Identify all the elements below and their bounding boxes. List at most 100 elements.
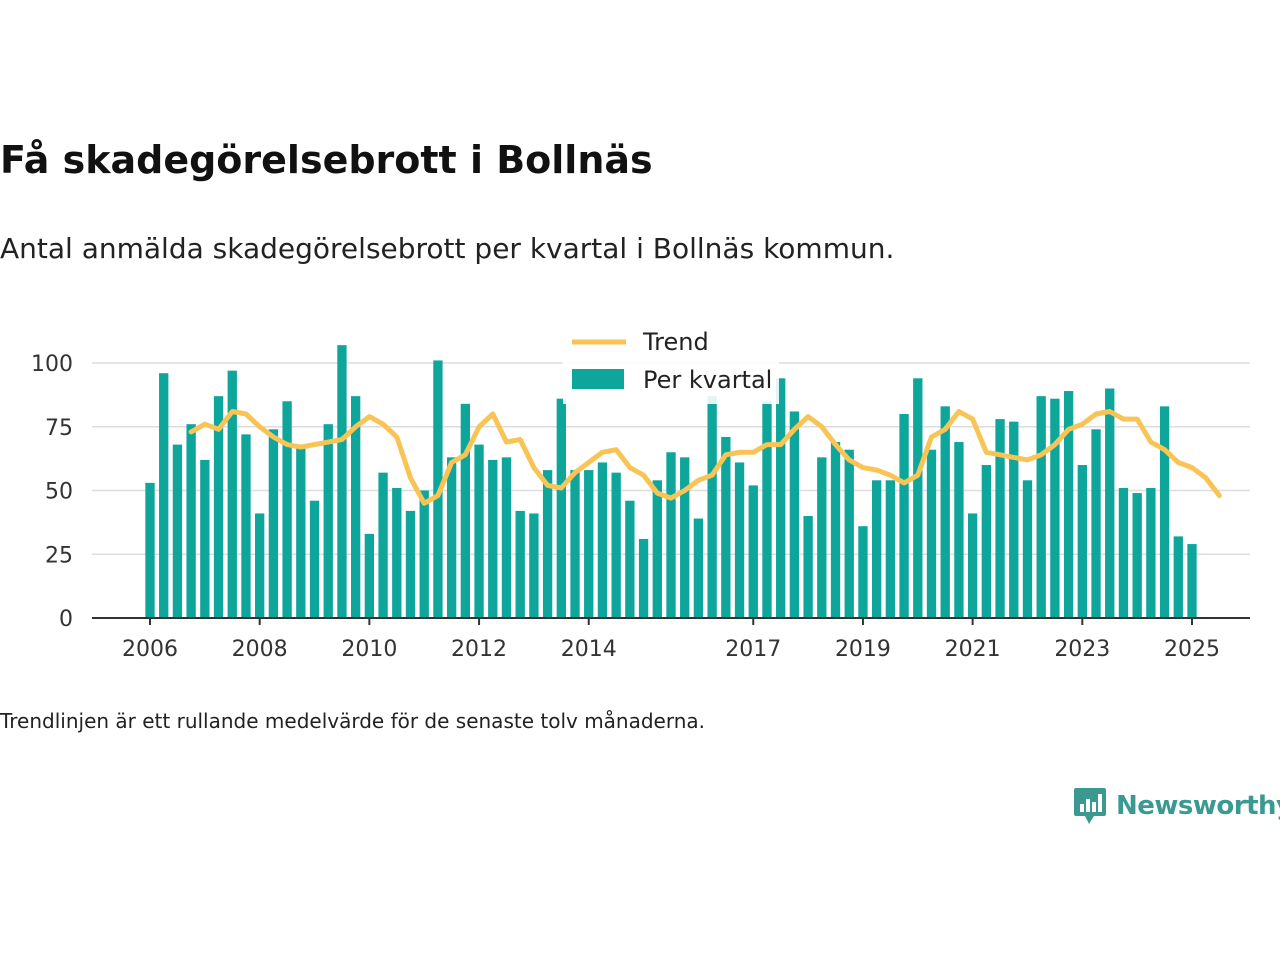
bar <box>172 444 183 618</box>
bar <box>789 411 800 618</box>
y-tick-label: 50 <box>45 480 73 505</box>
bar <box>721 436 731 618</box>
brand-name: Newsworthy <box>1116 791 1280 821</box>
y-tick-label: 25 <box>45 543 73 568</box>
bar <box>967 513 978 618</box>
bar <box>1077 465 1087 618</box>
bar <box>995 419 1005 618</box>
bar <box>542 470 553 618</box>
bar <box>830 442 841 618</box>
bar <box>529 513 539 618</box>
x-tick-label: 2012 <box>451 637 507 662</box>
bar <box>460 403 471 618</box>
x-tick-label: 2023 <box>1054 637 1110 662</box>
bar <box>1118 487 1129 618</box>
bar <box>748 485 758 618</box>
legend: Trend Per kvartal <box>563 324 779 404</box>
bar <box>515 510 525 618</box>
x-tick-label: 2010 <box>341 637 397 662</box>
bar <box>350 396 361 618</box>
bar <box>858 526 868 618</box>
bar <box>556 398 566 618</box>
bar <box>803 516 813 618</box>
bar <box>419 490 429 618</box>
bar <box>446 457 457 618</box>
bar <box>309 500 320 618</box>
bar <box>405 510 416 618</box>
x-tick-labels: 2006 2008 2010 2012 2014 2017 2019 2021 2023 2025 <box>122 618 1220 662</box>
bar <box>268 429 279 618</box>
bar <box>940 406 950 618</box>
bar <box>213 396 224 618</box>
bar <box>227 370 237 618</box>
bar <box>570 470 580 618</box>
bar <box>1063 391 1074 618</box>
bar <box>323 424 333 618</box>
bar <box>899 414 909 618</box>
y-tick-labels: 0 25 50 75 100 <box>31 352 73 632</box>
x-tick-label: 2006 <box>122 637 178 662</box>
chart-subtitle: Antal anmälda skadegörelsebrott per kvar… <box>0 232 895 265</box>
legend-bar-label: Per kvartal <box>643 366 772 394</box>
bar <box>364 533 375 618</box>
bar <box>693 518 704 618</box>
legend-trend-label: Trend <box>642 328 709 356</box>
bar <box>1173 536 1183 618</box>
bar <box>282 401 292 618</box>
bar-chart-speech-icon <box>1074 788 1106 824</box>
bar <box>584 470 594 618</box>
x-tick-label: 2019 <box>835 637 891 662</box>
y-tick-label: 75 <box>45 416 73 441</box>
bar <box>241 434 251 618</box>
bar <box>611 472 621 618</box>
bar <box>1036 396 1046 618</box>
bar <box>762 401 772 618</box>
bar <box>1159 406 1170 618</box>
bar <box>1050 398 1060 618</box>
bar <box>1105 388 1115 618</box>
bar <box>652 480 662 618</box>
bar <box>145 482 155 618</box>
x-tick-label: 2021 <box>945 637 1001 662</box>
y-tick-label: 100 <box>31 352 73 377</box>
bar <box>734 462 745 618</box>
x-tick-label: 2017 <box>725 637 781 662</box>
bar <box>817 457 827 618</box>
legend-background <box>563 324 779 404</box>
y-tick-label: 0 <box>59 607 73 632</box>
bar <box>844 449 854 618</box>
bar <box>1091 429 1101 618</box>
bar <box>597 462 608 618</box>
x-tick-label: 2014 <box>561 637 617 662</box>
bar <box>200 459 210 618</box>
x-tick-label: 2025 <box>1164 637 1220 662</box>
bar <box>296 447 306 618</box>
bar <box>625 500 635 618</box>
bar <box>707 396 717 618</box>
bar <box>392 487 402 618</box>
trend-line <box>188 409 1222 506</box>
bar <box>638 538 649 618</box>
bar <box>1132 493 1142 618</box>
bar <box>926 449 937 618</box>
bar <box>1146 487 1156 618</box>
bar <box>186 424 196 618</box>
bar <box>159 373 169 618</box>
bar <box>981 465 992 618</box>
bar <box>871 480 882 618</box>
footnote: Trendlinjen är ett rullande medelvärde f… <box>0 709 706 733</box>
bar <box>1187 544 1197 618</box>
bar <box>885 480 896 618</box>
bar <box>501 457 512 618</box>
bar <box>337 345 347 618</box>
bar <box>954 442 964 618</box>
x-tick-label: 2008 <box>232 637 288 662</box>
bar <box>1022 480 1033 618</box>
bar <box>680 457 690 618</box>
bar <box>378 472 388 618</box>
bar <box>488 459 498 618</box>
brand-logo: Newsworthy <box>1072 786 1280 826</box>
bar <box>474 444 484 618</box>
legend-bar-swatch <box>572 369 624 389</box>
